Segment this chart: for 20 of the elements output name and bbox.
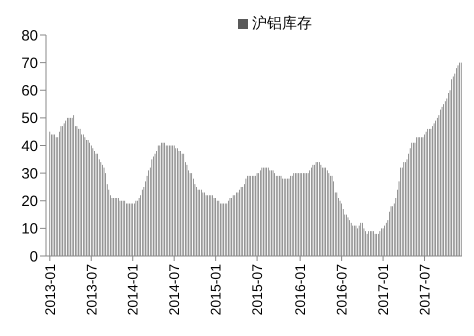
y-tick-label: 30 xyxy=(21,165,38,182)
y-tick-label: 80 xyxy=(21,27,38,44)
y-tick-label: 10 xyxy=(21,220,38,238)
y-tick-label: 0 xyxy=(30,248,38,266)
y-tick-label: 50 xyxy=(21,110,38,128)
x-tick-label: 2015-01 xyxy=(208,264,224,316)
x-tick-label: 2014-07 xyxy=(166,264,182,316)
y-tick-label: 70 xyxy=(21,54,38,72)
x-tick-label: 2017-07 xyxy=(416,264,433,316)
x-tick-label: 2016-01 xyxy=(292,264,308,316)
x-tick-label: 2014-01 xyxy=(124,264,141,316)
x-tick-label: 2013-07 xyxy=(83,264,100,316)
x-tick-label: 2017-01 xyxy=(375,264,392,316)
y-tick-label: 40 xyxy=(21,138,38,155)
y-tick-label: 60 xyxy=(21,82,38,100)
y-tick-label: 20 xyxy=(21,193,38,210)
x-tick-label: 2013-01 xyxy=(42,264,58,316)
x-tick-label: 2015-07 xyxy=(249,264,266,316)
legend-label: 沪铝库存 xyxy=(252,15,312,32)
x-tick-label: 2016-07 xyxy=(334,264,350,316)
